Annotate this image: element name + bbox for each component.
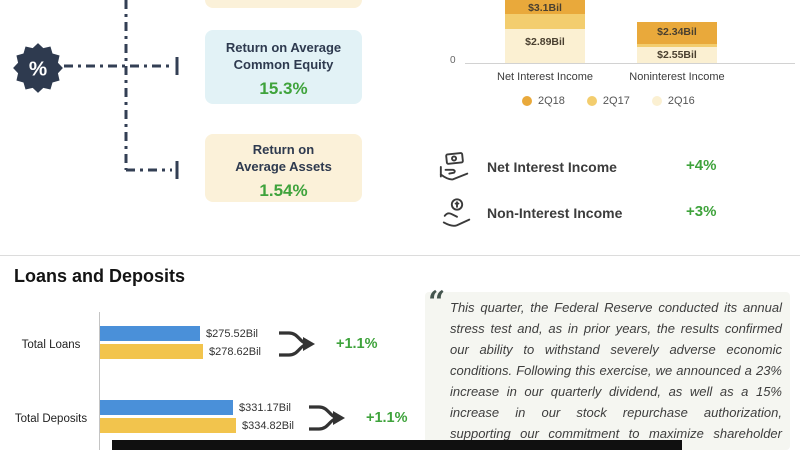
open-quote-mark: “ xyxy=(428,285,446,320)
metric-value-roce: 15.3% xyxy=(259,78,308,98)
growth-change-net-interest: +4% xyxy=(686,157,717,174)
bar-2q16-noninterest xyxy=(637,47,717,63)
bar-value-label: $3.1Bil xyxy=(528,2,562,14)
bar-2q16-net-interest xyxy=(505,29,585,63)
footer-strip xyxy=(112,440,682,450)
percent-badge-icon: % xyxy=(12,42,64,94)
row-label-total-deposits: Total Deposits xyxy=(14,413,88,425)
legend-item-2q16: 2Q16 xyxy=(651,95,695,107)
merge-arrow-icon xyxy=(279,331,315,357)
merge-arrow-icon xyxy=(309,405,345,431)
legend-dot-2q18-icon xyxy=(522,96,532,106)
y-axis-zero-label: 0 xyxy=(450,55,456,66)
y-axis-line xyxy=(99,312,100,450)
quote-text: This quarter, the Federal Reserve conduc… xyxy=(450,297,782,450)
bar-value-label: $278.62Bil xyxy=(209,346,261,358)
chart-legend: 2Q18 2Q17 2Q16 xyxy=(522,95,695,107)
metric-title-line: Average Assets xyxy=(235,158,332,174)
change-total-loans: +1.1% xyxy=(336,336,378,352)
hand-money-icon xyxy=(439,152,469,181)
bar-2q17-noninterest xyxy=(637,44,717,47)
bar-total-loans-yellow xyxy=(100,344,203,359)
quote-body: This quarter, the Federal Reserve conduc… xyxy=(450,300,782,450)
bar-value-label: $334.82Bil xyxy=(242,420,294,432)
quote-card xyxy=(425,292,790,450)
bar-total-deposits-blue xyxy=(100,400,233,415)
svg-text:%: % xyxy=(29,58,47,81)
bar-total-deposits-yellow xyxy=(100,418,236,433)
bar-value-label: $331.17Bil xyxy=(239,402,291,414)
metric-title-line: Common Equity xyxy=(233,56,334,72)
category-label-noninterest: Noninterest Income xyxy=(629,71,725,83)
bar-2q18-net-interest xyxy=(505,0,585,14)
x-axis-line xyxy=(465,63,795,64)
growth-label-noninterest: Non-Interest Income xyxy=(487,205,623,221)
bar-value-label: $2.34Bil xyxy=(657,26,697,38)
bar-total-loans-blue xyxy=(100,326,200,341)
metric-box-return-on-average-assets: Return on Average Assets 1.54% xyxy=(205,134,362,202)
legend-item-2q18: 2Q18 xyxy=(522,95,565,107)
bar-value-label: $275.52Bil xyxy=(206,328,258,340)
metric-value-roaa: 1.54% xyxy=(259,180,308,200)
metric-box-return-on-common-equity: Return on Average Common Equity 15.3% xyxy=(205,30,362,104)
metric-box-cropped xyxy=(205,0,362,8)
growth-change-noninterest: +3% xyxy=(686,203,717,220)
legend-item-2q17: 2Q17 xyxy=(586,95,630,107)
growth-label-net-interest: Net Interest Income xyxy=(487,159,617,175)
legend-label: 2Q16 xyxy=(667,95,695,107)
legend-label: 2Q17 xyxy=(602,95,630,107)
hand-coin-icon xyxy=(442,198,471,227)
metric-title-line: Return on xyxy=(252,142,315,157)
bar-2q18-noninterest xyxy=(637,22,717,44)
section-divider xyxy=(0,255,800,256)
row-label-total-loans: Total Loans xyxy=(21,339,81,351)
dash-connector-lines xyxy=(64,0,179,179)
bar-value-label: $2.55Bil xyxy=(657,49,697,61)
legend-dot-2q16-icon xyxy=(651,96,662,106)
category-label-net-interest: Net Interest Income xyxy=(497,71,593,83)
bar-value-label: $2.89Bil xyxy=(525,36,565,48)
bar-2q17-net-interest xyxy=(505,14,585,29)
change-total-deposits: +1.1% xyxy=(366,410,408,426)
metric-title-line: Return on Average xyxy=(225,40,342,55)
legend-label: 2Q18 xyxy=(538,95,565,107)
legend-dot-2q17-icon xyxy=(586,96,597,106)
section-heading-loans-deposits: Loans and Deposits xyxy=(14,266,186,286)
